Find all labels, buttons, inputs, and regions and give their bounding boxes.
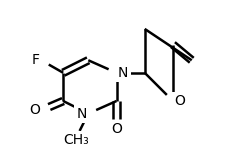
- Text: O: O: [111, 122, 122, 136]
- Text: F: F: [32, 53, 40, 67]
- Text: O: O: [175, 94, 185, 108]
- Text: N: N: [118, 66, 128, 80]
- Text: O: O: [29, 103, 40, 117]
- Text: CH₃: CH₃: [63, 133, 89, 147]
- Text: N: N: [76, 106, 87, 121]
